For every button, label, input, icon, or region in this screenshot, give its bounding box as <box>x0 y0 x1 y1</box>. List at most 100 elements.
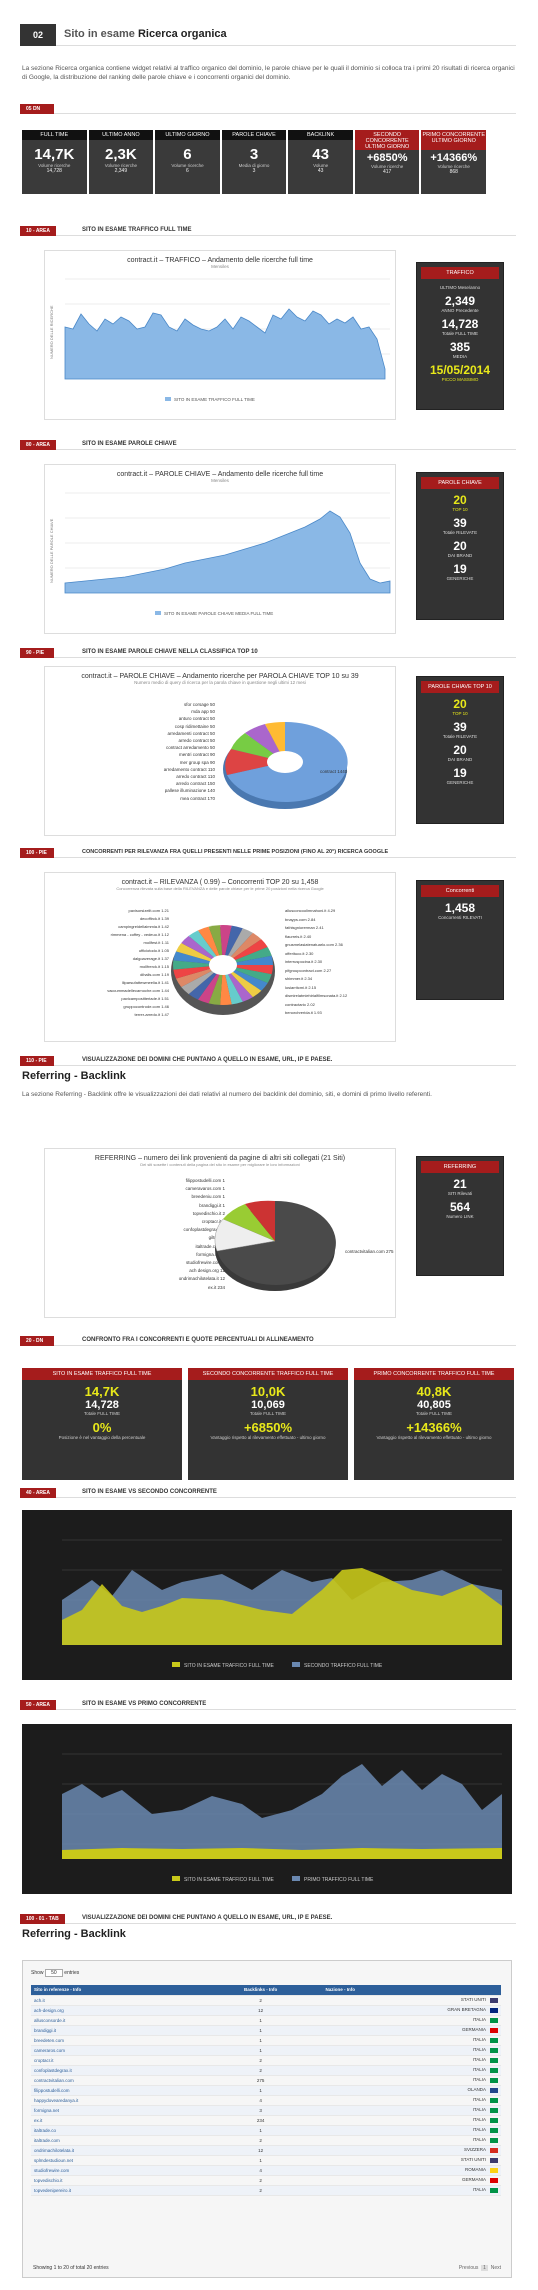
section-number: 02 <box>20 24 56 46</box>
table-row: formigna.net 3 ITALIA <box>31 2105 501 2116</box>
kpi-row: FULL TIME 14,7K Volume ricerche 14,728 ULTIM… <box>22 130 487 194</box>
table-row: confoplastdegrax.it 2 ITALIA <box>31 2065 501 2076</box>
kpi-card: PRIMO CONCORRENTE ULTIMO GIORNO +14366% Vo… <box>421 130 487 194</box>
flag-icon <box>490 2107 498 2113</box>
site-link[interactable]: happydovearedanya.it <box>31 2095 199 2106</box>
vs-first-svg: SITO IN ESAME TRAFFICO FULL TIME PRIMO T… <box>62 1753 502 1883</box>
pie-label: formigna.net 3 <box>196 1251 225 1257</box>
page-1[interactable]: 1 <box>481 2265 488 2271</box>
country-name: GERMANIA <box>461 2177 486 2183</box>
country-cell: ITALIA <box>322 2065 501 2076</box>
series-site <box>62 1568 502 1645</box>
table-row: italtrade.co 1 ITALIA <box>31 2125 501 2136</box>
pie-label: cosp ridimettaine 50 <box>174 723 215 729</box>
site-link[interactable]: ex.it <box>31 2115 199 2126</box>
pie-label: campingreidellaimmia.it 1.42 <box>118 924 169 929</box>
pie-label: pavisorsizeilt.com 1.21 <box>128 908 169 913</box>
pie-label: offerituco.it 2.30 <box>285 950 314 956</box>
col-site[interactable]: Sito in referenze - Info <box>31 1985 199 1996</box>
pie-slice <box>223 965 268 991</box>
section-top10: 90 - PIE SITO IN ESAME PAROLE CHIAVE NELL… <box>20 648 516 658</box>
backlink-count: 1 <box>198 2045 323 2056</box>
pie-label: interruspocina.it 2.30 <box>285 959 323 964</box>
site-link[interactable]: croptacr.it <box>31 2055 199 2066</box>
site-link[interactable]: cameraros.com <box>31 2045 199 2056</box>
site-link[interactable]: brandiggi.it <box>31 2025 199 2036</box>
site-link[interactable]: filippostudelli.com <box>31 2085 199 2096</box>
competitors-side-panel: Concorrenti 1,458 Concorrenti RILEVATI <box>416 880 504 1000</box>
country-name: ITALIA <box>472 2067 486 2073</box>
pie-slice <box>223 928 253 965</box>
pie-label: anturo contract 50 <box>178 716 215 722</box>
kpi-card: FULL TIME 14,7K Volume ricerche 14,728 <box>22 130 87 194</box>
kpi-card: SECONDO CONCORRENTE ULTIMO GIORNO +6850% V… <box>354 130 420 194</box>
pie-label: mer group spa 90 <box>179 759 215 765</box>
site-link[interactable]: contractvitalian.com <box>31 2075 199 2086</box>
country-name: ITALIA <box>472 2187 486 2193</box>
pie-slice <box>220 965 232 1005</box>
kpi-card: PAROLE CHIAVE 3 Media di giorno 3 <box>221 130 287 194</box>
site-link[interactable]: splmdestudioun.net <box>31 2155 199 2166</box>
next-button[interactable]: Next <box>490 2265 501 2271</box>
pie-label: mollfest.it 1.11 <box>143 940 170 945</box>
pie-slice <box>188 965 223 1000</box>
site-link[interactable]: studiofrewire.com <box>31 2165 199 2176</box>
pie-slice <box>181 965 223 995</box>
flag-icon <box>490 2087 498 2093</box>
col-country[interactable]: Nazione - Info <box>322 1985 501 1996</box>
top10-pie-chart: contract.it – PAROLE CHIAVE – Andamento … <box>44 666 396 836</box>
country-cell: SVIZZERA <box>322 2145 501 2156</box>
country-cell: GERMANIA <box>322 2175 501 2186</box>
pie-label: flaurreis.it 2.40 <box>285 933 312 939</box>
pie-label: ufficiotodo.it 1.05 <box>138 948 169 953</box>
pie-slice <box>223 939 268 965</box>
pie-label: shimmer.it 2.34 <box>285 976 313 981</box>
site-link[interactable]: formigna.net <box>31 2105 199 2116</box>
table-row: splmdestudioun.net 1 STATI UNITI <box>31 2155 501 2166</box>
site-link[interactable]: confoplastdegrax.it <box>31 2065 199 2076</box>
col-backlinks[interactable]: Backlinks - Info <box>198 1985 323 1996</box>
country-name: GRAN BRETAGNA <box>447 2007 486 2013</box>
keywords-chart: contract.it – PAROLE CHIAVE – Andamento … <box>44 464 396 634</box>
prev-button[interactable]: Previous <box>458 2265 479 2271</box>
pagination: Previous 1 Next <box>459 2265 501 2271</box>
table-row: cameraros.com 1 ITALIA <box>31 2045 501 2056</box>
site-link[interactable]: italtrade.com <box>31 2135 199 2146</box>
backlink-count: 1 <box>198 2155 323 2166</box>
country-cell: ITALIA <box>322 2105 501 2116</box>
flag-icon <box>490 2147 498 2153</box>
referring-pie-chart: REFERRING – numero dei link provenienti … <box>44 1148 396 1318</box>
entries-control: Show 50 entries <box>31 1969 80 1977</box>
flag-icon <box>490 2047 498 2053</box>
site-link[interactable]: ach.it <box>31 1995 199 2006</box>
site-link[interactable]: allusconsorde.it <box>31 2015 199 2026</box>
flag-icon <box>490 2027 498 2033</box>
pie-label: mentri contract 90 <box>178 752 215 758</box>
backlink-count: 4 <box>198 2165 323 2176</box>
keywords-area-svg: NUMERO DELLE PAROLE CHIAVE SITO IN ESAME… <box>49 492 391 616</box>
backlink-count: 2 <box>198 2185 323 2196</box>
table-row: ach-design.org 12 GRAN BRETAGNA <box>31 2005 501 2016</box>
pie-slice <box>188 930 223 965</box>
referring-side-panel: REFERRING 21 SITI Rilevati 564 Numero LINK <box>416 1156 504 1276</box>
country-cell: STATI UNITI <box>322 2155 501 2166</box>
pie-label: bnayps.com 2.84 <box>285 916 316 922</box>
site-link[interactable]: breedeten.com <box>31 2035 199 2046</box>
compare-card: PRIMO CONCORRENTE TRAFFICO FULL TIME 40,8… <box>354 1368 514 1480</box>
site-link[interactable]: ondrimachilotelata.it <box>31 2145 199 2156</box>
traffic-area <box>64 308 386 380</box>
flag-icon <box>490 2057 498 2063</box>
traffic-chart: contract.it – TRAFFICO – Andamento delle… <box>44 250 396 420</box>
site-link[interactable]: italtrade.co <box>31 2125 199 2136</box>
section-table: 100 - 01 - TAB VISUALIZZAZIONE DEI DOMINI… <box>20 1914 516 1924</box>
site-link[interactable]: topvedischio.it <box>31 2175 199 2186</box>
pie-label: confoplastdegrax.it 2 <box>183 1227 225 1233</box>
backlink-count: 1 <box>198 2015 323 2026</box>
pie-label: brandiggi.it 1 <box>199 1202 225 1208</box>
site-link[interactable]: ach-design.org <box>31 2005 199 2016</box>
pie-label: rimmena - coffey - vedeuo.it 1.12 <box>110 932 169 937</box>
legend: SITO IN ESAME TRAFFICO FULL TIME <box>174 397 255 402</box>
entries-select[interactable]: 50 <box>44 1969 63 1977</box>
pie-label-main: contract 1440 <box>320 769 348 774</box>
site-link[interactable]: topvedenipereiro.it <box>31 2185 199 2196</box>
